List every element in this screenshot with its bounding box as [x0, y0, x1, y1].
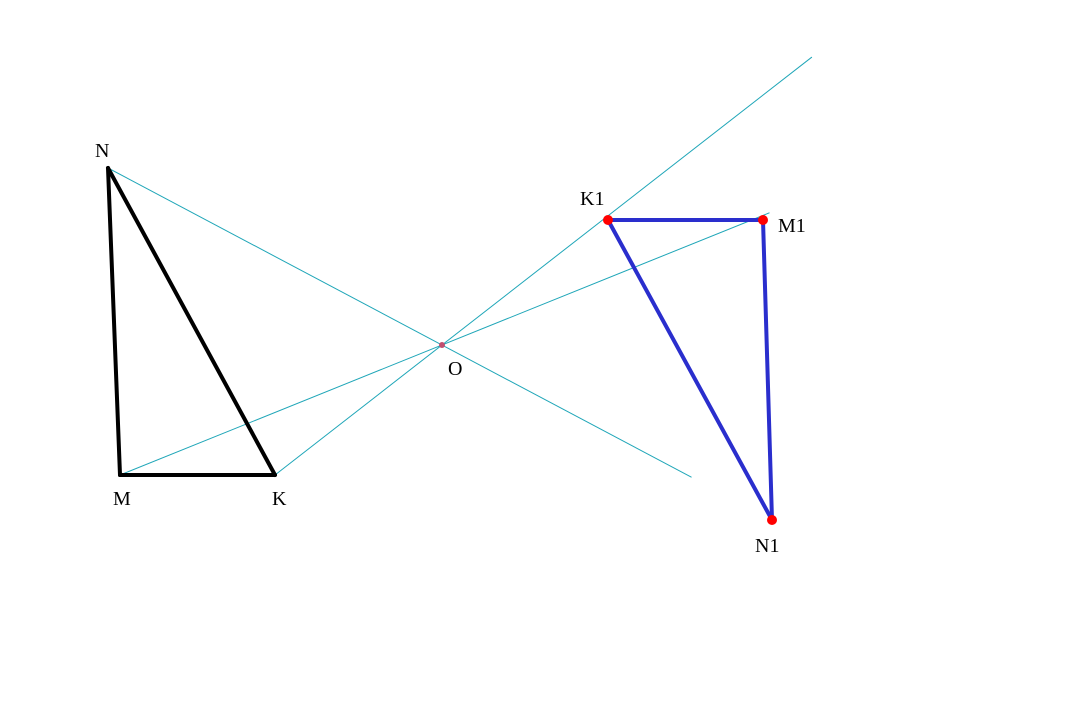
label-K1: K1	[580, 188, 604, 211]
triangle-image-edge-2	[608, 220, 772, 520]
triangle-source-edge-2	[108, 168, 275, 475]
triangle-image-edge-1	[763, 220, 772, 520]
point-K1	[603, 215, 613, 225]
triangle-source-edge-0	[108, 168, 120, 475]
label-N1: N1	[755, 535, 779, 558]
label-M: M	[113, 488, 131, 511]
label-O: O	[448, 358, 462, 381]
point-N1	[767, 515, 777, 525]
construction-ray-1	[275, 57, 812, 475]
geometry-canvas	[0, 0, 1069, 701]
label-K: K	[272, 488, 286, 511]
point-O	[439, 342, 445, 348]
label-N: N	[95, 140, 109, 163]
label-M1: M1	[778, 215, 806, 238]
point-M1	[758, 215, 768, 225]
construction-ray-2	[108, 168, 691, 477]
